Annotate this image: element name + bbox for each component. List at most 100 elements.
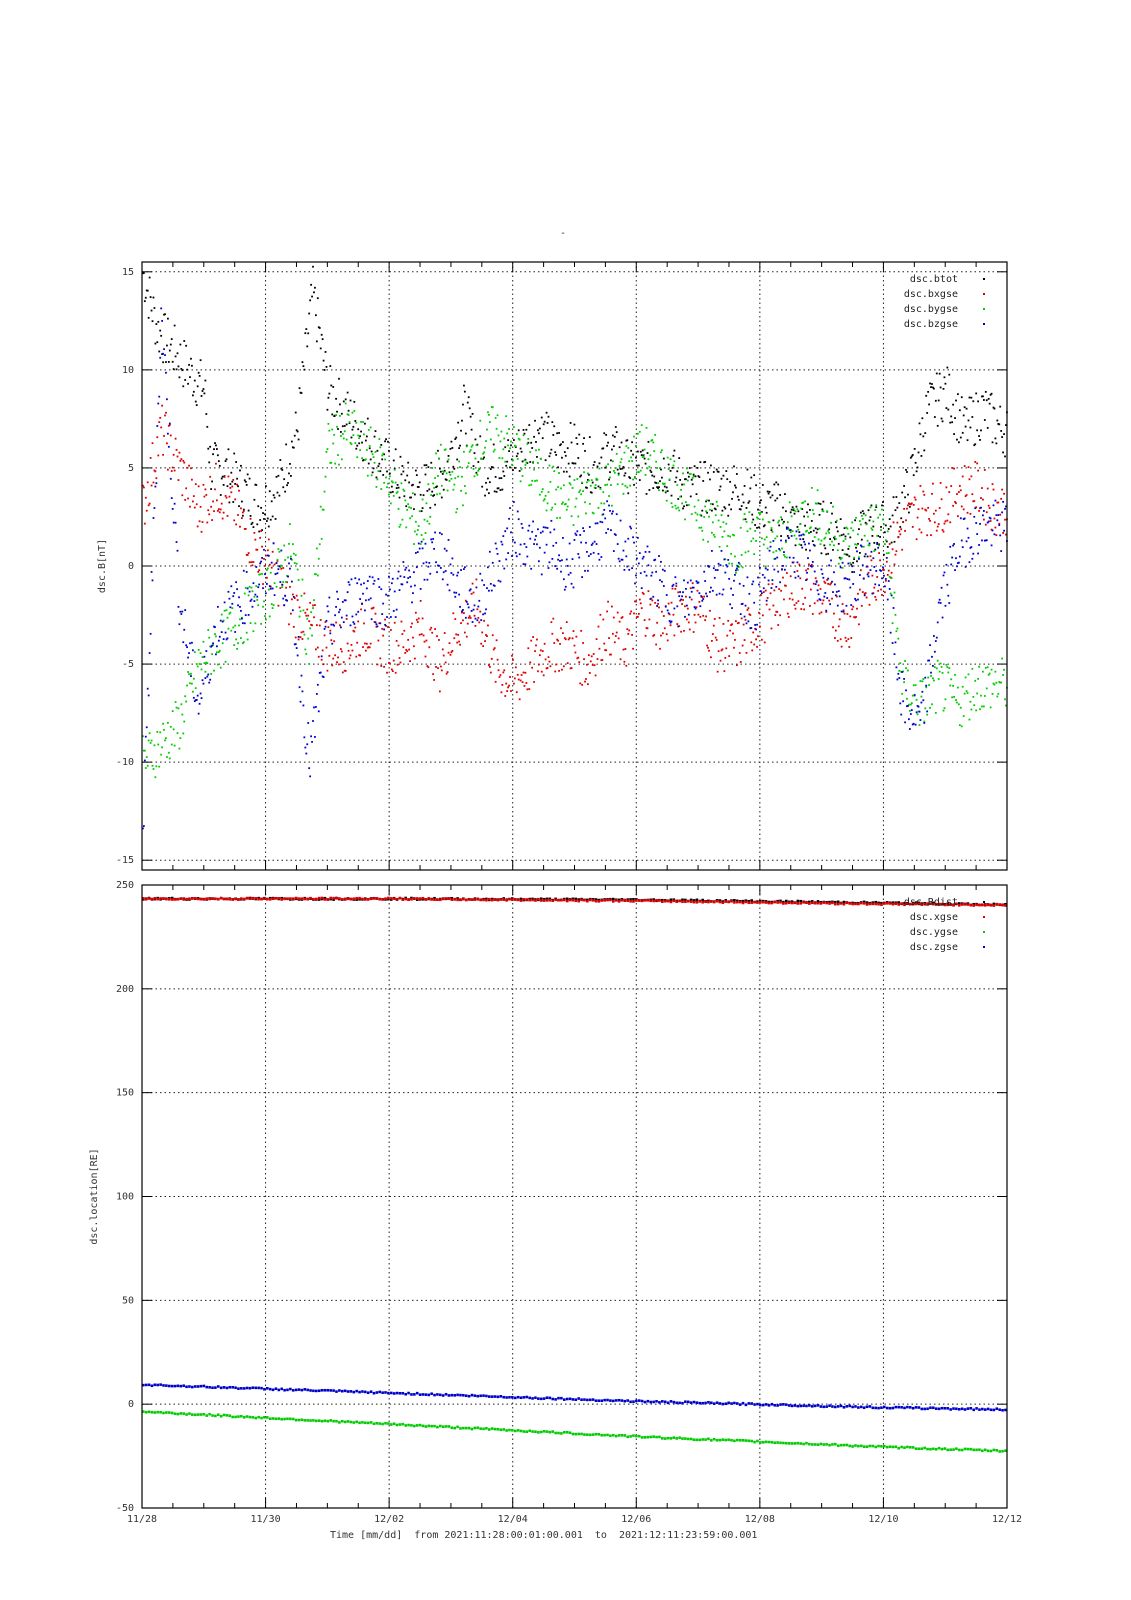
data-point	[203, 392, 206, 395]
data-point	[883, 523, 885, 526]
data-point	[695, 1438, 699, 1442]
data-point	[789, 511, 792, 514]
data-point	[655, 1435, 658, 1439]
data-point	[888, 575, 891, 578]
data-point	[847, 638, 850, 641]
data-point	[603, 642, 606, 645]
data-point	[1001, 657, 1004, 660]
data-point	[908, 505, 911, 508]
data-point	[496, 414, 499, 417]
data-point	[909, 456, 912, 459]
data-point	[846, 578, 849, 580]
data-point	[161, 353, 164, 356]
data-point	[491, 466, 494, 469]
data-point	[675, 585, 678, 587]
data-point	[854, 1444, 857, 1447]
data-point	[398, 525, 401, 528]
data-point	[253, 498, 256, 501]
data-point	[712, 900, 716, 904]
data-point	[954, 569, 956, 572]
data-point	[958, 555, 961, 558]
data-point	[629, 899, 632, 903]
data-point	[652, 595, 655, 598]
data-point	[180, 703, 183, 706]
data-point	[677, 498, 680, 500]
data-point	[764, 565, 767, 568]
data-point	[192, 696, 195, 699]
data-point	[473, 614, 476, 617]
y-tick-label: -50	[116, 1503, 134, 1514]
data-point	[828, 900, 831, 904]
data-point	[173, 744, 176, 747]
data-point	[889, 592, 892, 595]
data-point	[271, 1417, 275, 1420]
data-point	[184, 498, 187, 501]
data-point	[313, 291, 315, 294]
data-point	[479, 419, 482, 422]
data-point	[346, 642, 349, 645]
data-point	[285, 599, 288, 601]
data-point	[794, 544, 797, 547]
data-point	[534, 650, 536, 653]
data-point	[205, 1414, 209, 1417]
data-point	[246, 554, 249, 556]
data-point	[641, 449, 644, 452]
data-point	[289, 585, 291, 588]
data-point	[692, 473, 695, 476]
data-point	[747, 550, 750, 553]
data-point	[515, 455, 518, 458]
data-point	[718, 592, 721, 595]
data-point	[598, 558, 601, 561]
data-point	[312, 265, 314, 268]
data-point	[619, 468, 622, 470]
data-point	[734, 484, 736, 487]
data-point	[964, 495, 967, 498]
data-point	[537, 528, 539, 531]
data-point	[402, 561, 405, 563]
data-point	[948, 491, 951, 493]
data-point	[396, 484, 399, 486]
data-point	[876, 534, 879, 537]
data-point	[949, 545, 952, 548]
data-point	[442, 471, 445, 473]
data-point	[957, 561, 960, 564]
data-point	[245, 897, 249, 900]
data-point	[175, 706, 178, 709]
data-point	[326, 605, 329, 608]
data-point	[541, 437, 544, 440]
data-point	[574, 897, 578, 901]
data-point	[287, 482, 289, 484]
data-point	[966, 903, 970, 906]
data-point	[344, 599, 347, 602]
data-point	[856, 550, 858, 553]
data-point	[793, 1404, 797, 1407]
data-point	[568, 542, 571, 545]
data-point	[534, 480, 536, 482]
data-point	[187, 656, 189, 659]
data-point	[416, 529, 419, 531]
data-point	[968, 561, 971, 564]
data-point	[902, 700, 905, 703]
data-point	[981, 1449, 984, 1453]
data-point	[456, 897, 459, 900]
data-point	[581, 683, 584, 686]
data-point	[575, 497, 578, 500]
data-point	[415, 533, 418, 536]
data-point	[484, 446, 486, 449]
data-point	[240, 464, 242, 467]
data-point	[756, 645, 758, 648]
data-point	[627, 492, 630, 495]
data-point	[719, 564, 722, 567]
data-point	[834, 1405, 837, 1409]
data-point	[676, 470, 679, 473]
data-point	[783, 520, 785, 523]
data-point	[923, 720, 926, 723]
legend-marker	[983, 278, 985, 280]
data-point	[701, 898, 704, 902]
data-point	[144, 1383, 148, 1387]
data-point	[305, 652, 308, 655]
data-point	[199, 1413, 203, 1416]
data-point	[663, 627, 666, 630]
data-point	[367, 646, 370, 648]
data-point	[350, 578, 353, 581]
